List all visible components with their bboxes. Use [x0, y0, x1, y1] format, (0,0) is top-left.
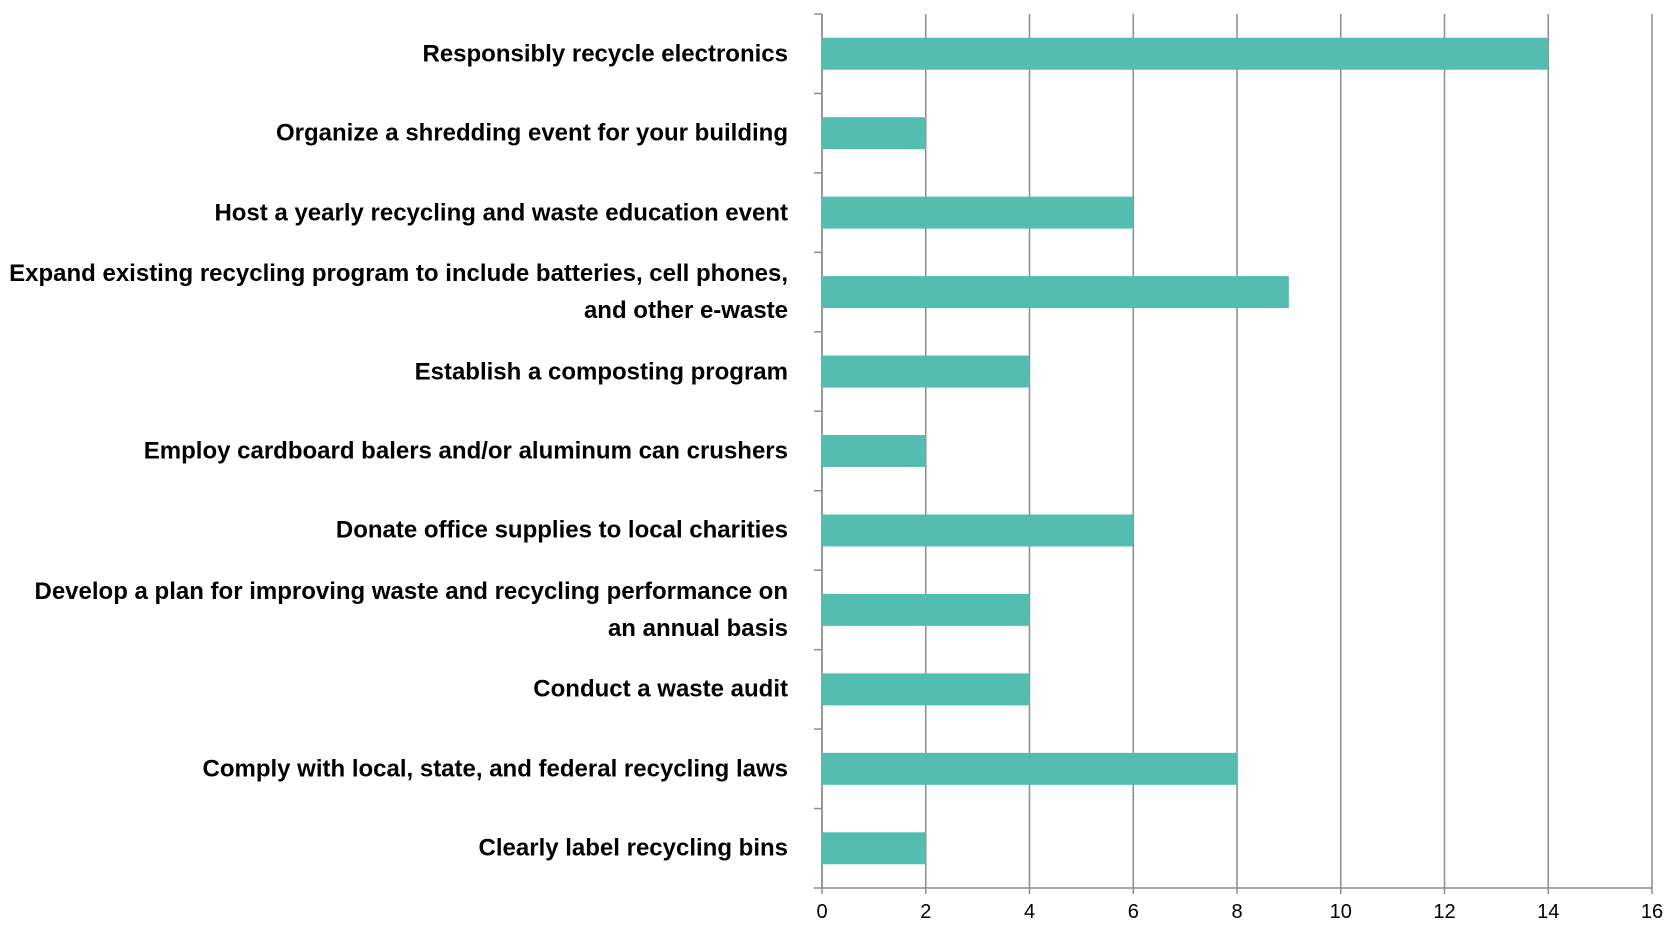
- y-tick-label: Expand existing recycling program to inc…: [9, 260, 788, 325]
- bar: [822, 37, 1549, 70]
- y-tick-label: Clearly label recycling bins: [478, 834, 788, 862]
- bar: [822, 593, 1030, 626]
- y-tick-label: Organize a shredding event for your buil…: [275, 119, 788, 147]
- bar: [822, 832, 926, 865]
- bar: [822, 276, 1289, 309]
- x-tick-label: 12: [1433, 901, 1455, 923]
- y-tick-label: Host a yearly recycling and waste educat…: [214, 199, 788, 227]
- bar: [822, 117, 926, 150]
- y-tick-label: Comply with local, state, and federal re…: [202, 755, 788, 783]
- bar: [822, 514, 1134, 547]
- y-tick-label: Employ cardboard balers and/or aluminum …: [143, 437, 788, 465]
- y-tick-label: Donate office supplies to local charitie…: [335, 516, 788, 544]
- bar: [822, 355, 1030, 388]
- x-tick-label: 6: [1128, 901, 1139, 923]
- bar: [822, 196, 1134, 229]
- bar: [822, 673, 1030, 706]
- x-tick-label: 16: [1641, 901, 1663, 923]
- x-tick-label: 10: [1330, 901, 1352, 923]
- y-tick-label: Establish a composting program: [414, 358, 788, 386]
- x-tick-label: 0: [816, 901, 827, 923]
- x-tick-label: 4: [1024, 901, 1035, 923]
- y-tick-label: Responsibly recycle electronics: [422, 40, 788, 68]
- x-tick-label: 14: [1537, 901, 1559, 923]
- x-tick-label: 2: [920, 901, 931, 923]
- y-tick-label: Develop a plan for improving waste and r…: [34, 577, 788, 642]
- y-tick-label: Conduct a waste audit: [533, 675, 788, 703]
- bar: [822, 435, 926, 467]
- x-tick-label: 8: [1231, 901, 1242, 923]
- bar: [822, 752, 1237, 785]
